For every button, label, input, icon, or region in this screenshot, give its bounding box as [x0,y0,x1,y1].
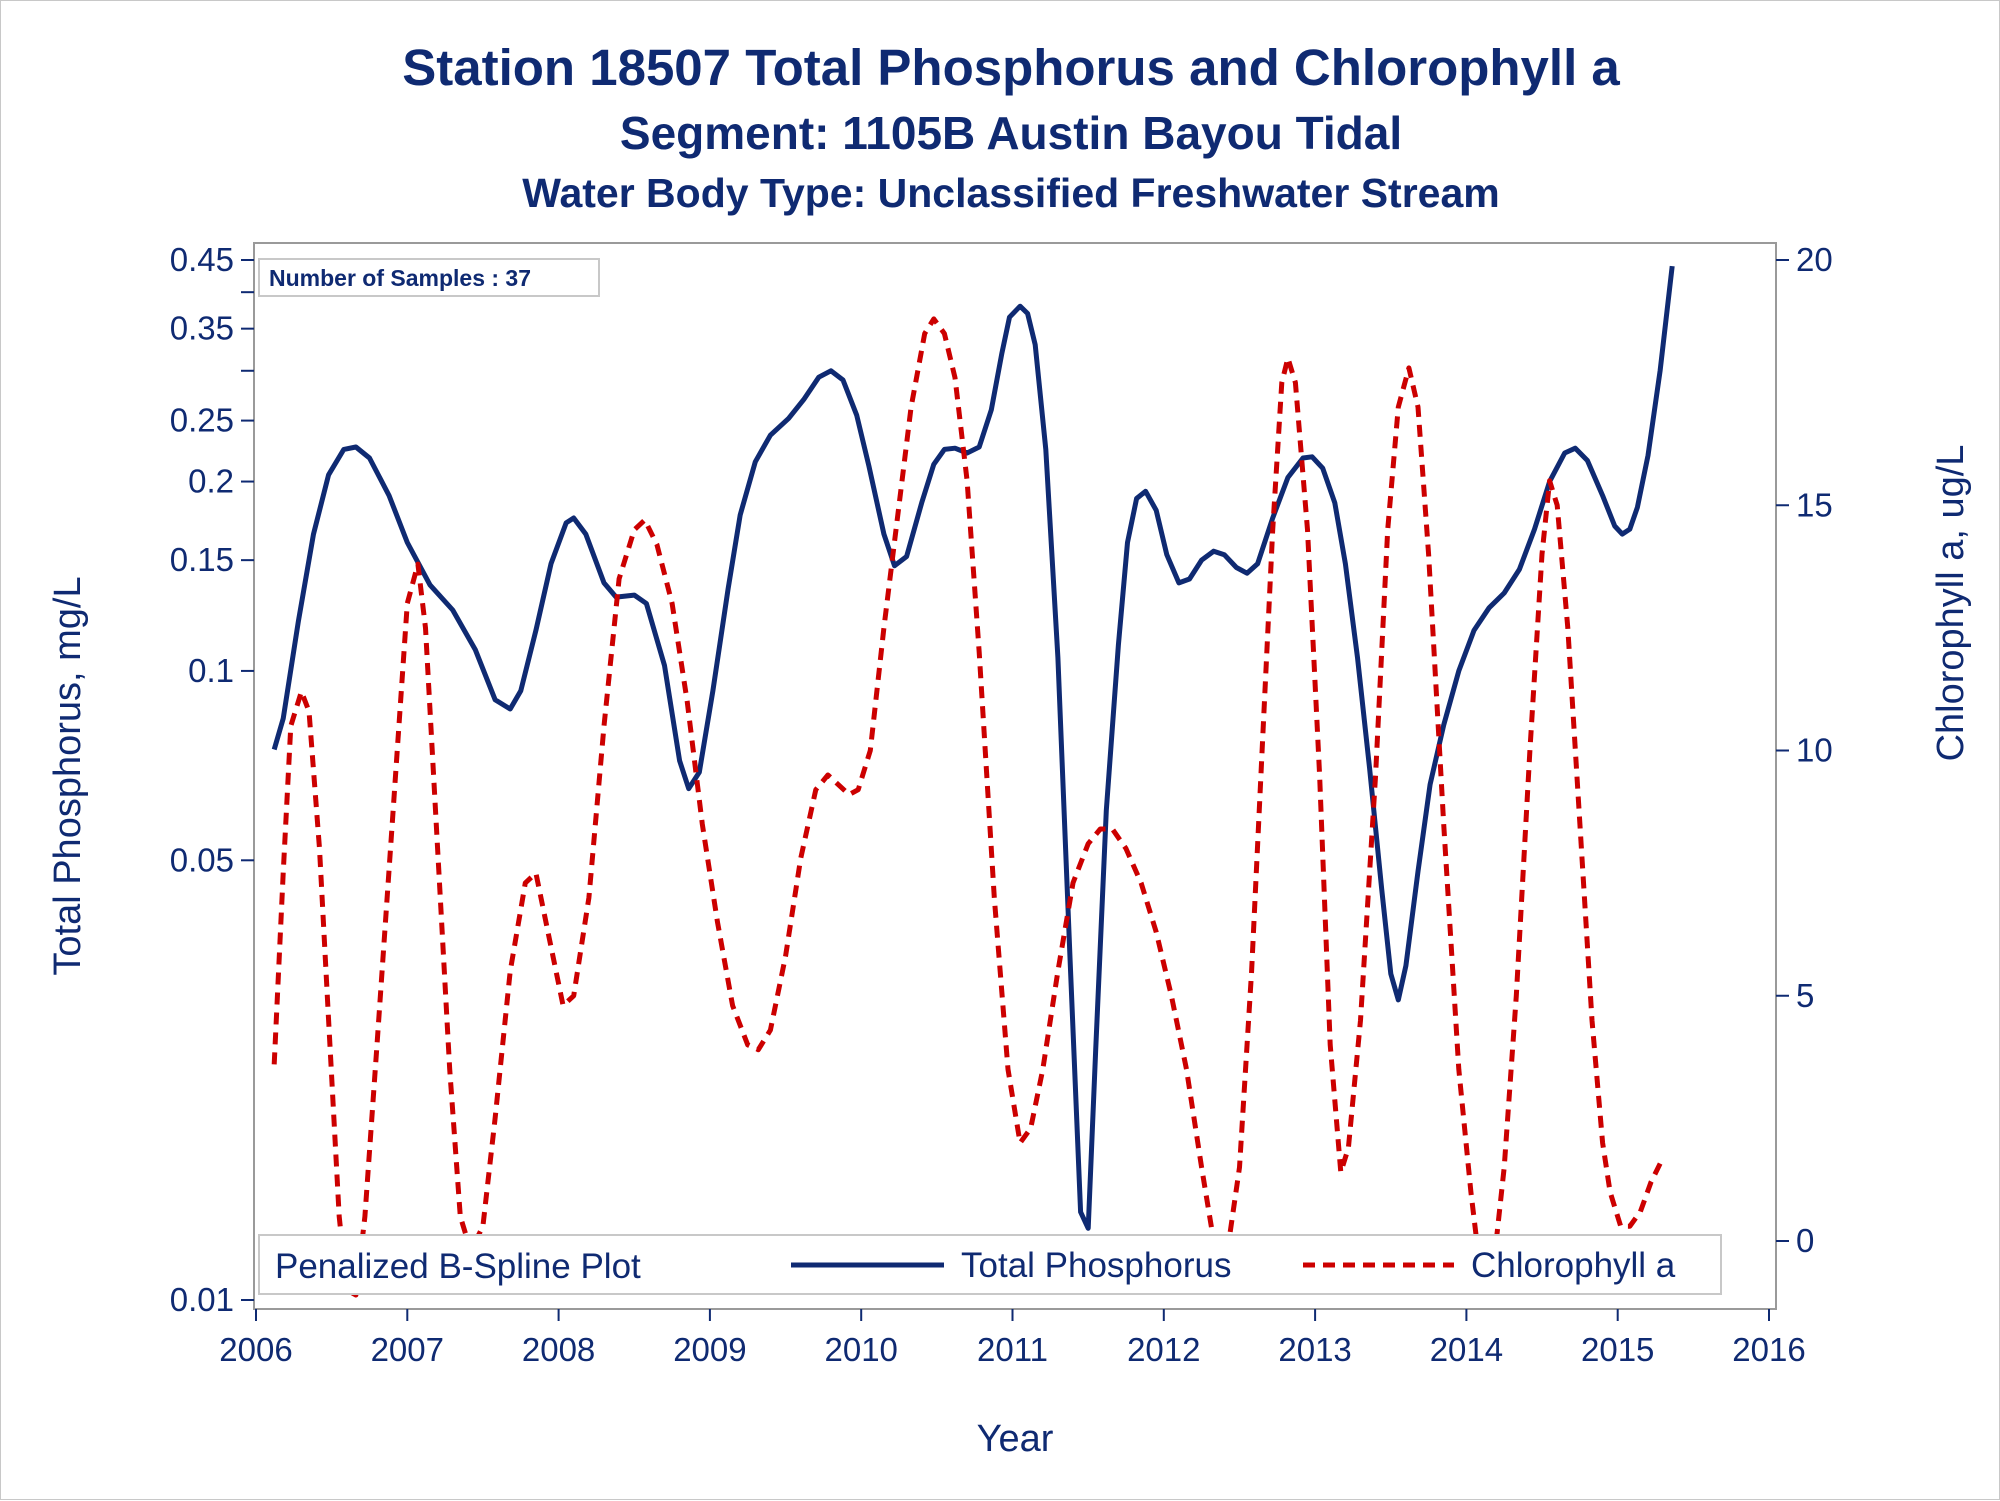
sample-count-box [258,258,600,297]
y-axis-left-label: Total Phosphorus, mg/L [47,576,89,975]
axes-layer: 2006 2007 2008 2009 2010 2011 2012 2013 2014 2015… [170,241,1833,1368]
y-left-tick-label-0.15: 0.15 [170,541,234,578]
y-left-tick-label-0.45: 0.45 [170,241,234,278]
y-right-tick-label-20: 20 [1796,241,1833,278]
chart-title: Station 18507 Total Phosphorus and Chlor… [402,39,1620,96]
x-tick-label-2010: 2010 [824,1331,897,1368]
y-right-tick-label-15: 15 [1796,486,1833,523]
x-tick-label-2013: 2013 [1278,1331,1351,1368]
sample-count-text: Number of Samples : 37 [269,265,531,291]
x-tick-label-2007: 2007 [371,1331,444,1368]
y-left-tick-label-0.25: 0.25 [170,402,234,439]
x-axis-label: Year [977,1418,1054,1460]
legend-box [258,1234,1722,1295]
y-left-tick-label-0.35: 0.35 [170,310,234,347]
y-right-tick-label-10: 10 [1796,732,1833,769]
y-left-tick-label-0.1: 0.1 [188,652,234,689]
x-tick-label-2016: 2016 [1732,1331,1805,1368]
y-right-tick-label-5: 5 [1796,977,1814,1014]
y-right-tick-label-0: 0 [1796,1222,1814,1259]
y-left-tick-label-0.05: 0.05 [170,841,234,878]
x-tick-label-2008: 2008 [522,1331,595,1368]
legend-label-chlorophyll-a: Chlorophyll a [1471,1246,1676,1285]
x-tick-label-2012: 2012 [1127,1331,1200,1368]
x-tick-label-2014: 2014 [1430,1331,1503,1368]
y-axis-right-label: Chlorophyll a, ug/L [1930,445,1972,762]
legend-label-total-phosphorus: Total Phosphorus [961,1246,1231,1285]
y-left-tick-label-0.01: 0.01 [170,1281,234,1318]
x-tick-label-2015: 2015 [1581,1331,1654,1368]
chart-subtitle-2: Water Body Type: Unclassified Freshwater… [522,170,1499,216]
x-tick-label-2011: 2011 [977,1331,1048,1368]
plot-area [253,242,1777,1310]
x-tick-label-2009: 2009 [673,1331,746,1368]
legend-title: Penalized B-Spline Plot [275,1247,641,1286]
chart-subtitle: Segment: 1105B Austin Bayou Tidal [620,107,1402,159]
y-left-tick-label-0.2: 0.2 [188,463,234,500]
x-tick-label-2006: 2006 [219,1331,292,1368]
